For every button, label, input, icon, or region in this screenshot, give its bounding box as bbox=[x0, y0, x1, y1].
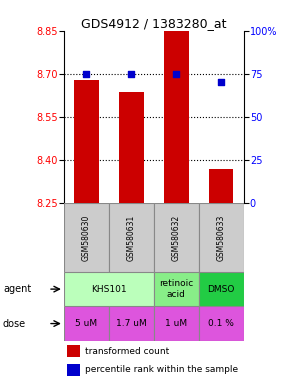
Bar bbox=[154, 203, 199, 272]
Text: agent: agent bbox=[3, 284, 31, 294]
Bar bbox=[109, 203, 154, 272]
Text: DMSO: DMSO bbox=[207, 285, 235, 294]
Text: KHS101: KHS101 bbox=[91, 285, 126, 294]
Point bbox=[84, 71, 89, 77]
Title: GDS4912 / 1383280_at: GDS4912 / 1383280_at bbox=[81, 17, 226, 30]
Text: retinoic
acid: retinoic acid bbox=[159, 280, 193, 299]
Text: GSM580631: GSM580631 bbox=[127, 214, 136, 261]
Bar bbox=[64, 306, 109, 341]
Bar bbox=[199, 272, 244, 306]
Text: 0.1 %: 0.1 % bbox=[208, 319, 234, 328]
Text: percentile rank within the sample: percentile rank within the sample bbox=[85, 366, 238, 374]
Bar bbox=[74, 79, 99, 203]
Bar bbox=[209, 169, 233, 203]
Text: GSM580630: GSM580630 bbox=[82, 214, 91, 261]
Bar bbox=[154, 272, 199, 306]
Bar bbox=[164, 29, 189, 203]
Bar bbox=[199, 306, 244, 341]
Text: GSM580632: GSM580632 bbox=[172, 214, 181, 261]
Point bbox=[219, 79, 224, 86]
Point bbox=[174, 71, 179, 77]
Text: 1.7 uM: 1.7 uM bbox=[116, 319, 147, 328]
Bar bbox=[67, 364, 80, 376]
Bar bbox=[119, 93, 144, 203]
Bar bbox=[67, 345, 80, 358]
Text: 1 uM: 1 uM bbox=[165, 319, 187, 328]
Point bbox=[129, 71, 134, 77]
Text: dose: dose bbox=[3, 319, 26, 329]
Bar bbox=[199, 203, 244, 272]
Text: GSM580633: GSM580633 bbox=[217, 214, 226, 261]
Text: 5 uM: 5 uM bbox=[75, 319, 97, 328]
Bar bbox=[109, 306, 154, 341]
Text: transformed count: transformed count bbox=[85, 346, 170, 356]
Bar bbox=[154, 306, 199, 341]
Bar bbox=[64, 272, 154, 306]
Bar bbox=[64, 203, 109, 272]
